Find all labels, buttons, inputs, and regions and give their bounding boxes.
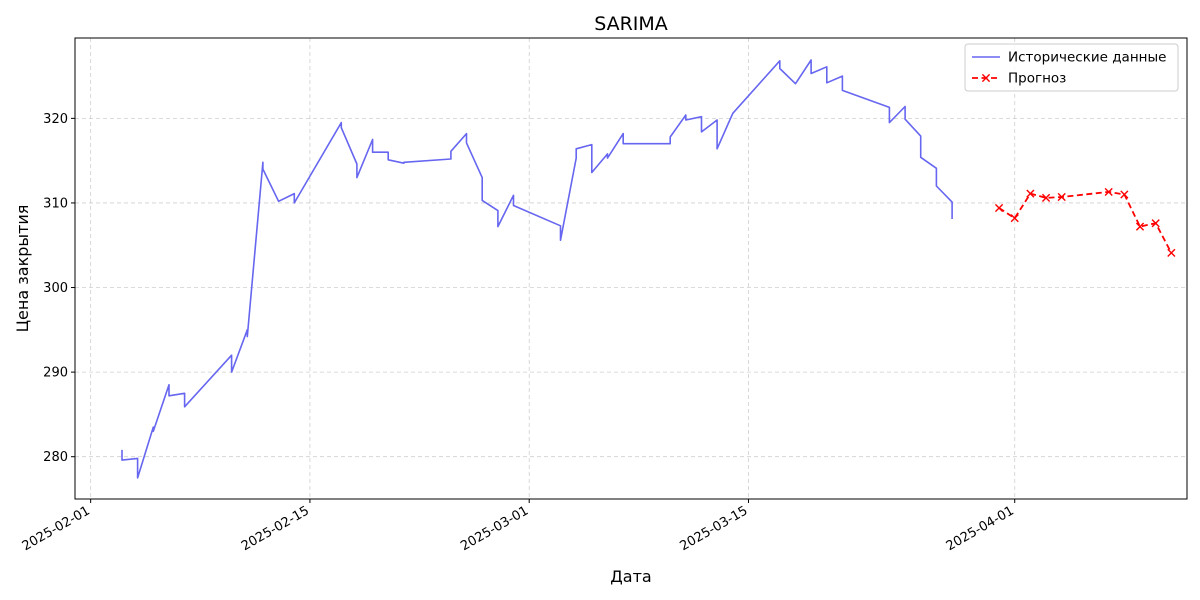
marker-stroke <box>1135 222 1145 231</box>
x-axis-label: Дата <box>610 567 651 586</box>
forecast-point-marker <box>1057 192 1066 202</box>
plot-area <box>75 38 1187 499</box>
x-tick-label: 2025-03-15 <box>678 503 751 554</box>
marker-stroke <box>1167 248 1176 257</box>
forecast-point-marker <box>1167 248 1176 257</box>
forecast-point-marker <box>1120 190 1129 199</box>
legend-marker <box>981 73 991 83</box>
x-tick-label: 2025-03-01 <box>458 503 531 554</box>
y-tick-label: 290 <box>43 366 68 381</box>
forecast-point-marker <box>1151 219 1160 228</box>
forecast-point-marker <box>994 203 1004 213</box>
marker-stroke <box>1010 214 1019 223</box>
marker-stroke <box>1104 187 1113 197</box>
y-tick-label: 280 <box>43 450 68 465</box>
x-tick-label: 2025-02-01 <box>20 503 93 554</box>
plot-frame <box>74 37 1188 500</box>
y-axis-label: Цена закрытия <box>13 205 32 333</box>
y-tick-label: 310 <box>43 196 68 211</box>
legend-label: Прогноз <box>1008 71 1066 87</box>
forecast-series-line <box>998 191 1173 254</box>
marker-stroke <box>1151 219 1160 228</box>
grid <box>75 38 1187 499</box>
forecast-point-marker <box>1010 214 1019 223</box>
legend: Исторические данные Прогноз <box>964 43 1179 92</box>
forecast-point-marker <box>1104 187 1113 197</box>
forecast-point-marker <box>1026 189 1035 198</box>
y-tick-label: 320 <box>43 112 68 127</box>
historical-series-line <box>121 59 953 479</box>
forecast-point-marker <box>1041 193 1051 202</box>
legend-box <box>964 43 1179 92</box>
legend-label: Исторические данные <box>1008 50 1166 66</box>
y-tick-label: 300 <box>43 281 68 296</box>
x-tick-label: 2025-02-15 <box>239 503 312 554</box>
marker-stroke <box>1026 189 1035 198</box>
legend-item: Исторические данные <box>972 50 1166 66</box>
forecast-point-marker <box>1135 222 1145 231</box>
marker-stroke <box>1041 193 1051 202</box>
legend-item: Прогноз <box>972 71 1066 87</box>
chart-title: SARIMA <box>594 13 668 35</box>
x-tick-label: 2025-04-01 <box>944 503 1017 554</box>
marker-stroke <box>994 203 1004 213</box>
marker-stroke <box>1120 190 1129 199</box>
series-layer <box>121 59 1176 479</box>
marker-stroke <box>1057 192 1066 202</box>
